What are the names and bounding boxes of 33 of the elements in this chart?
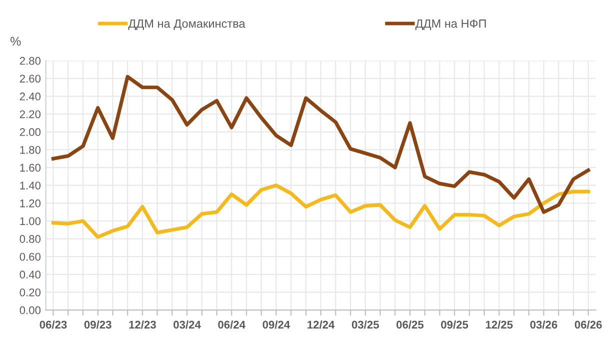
x-tick-label: 03/25 xyxy=(352,320,379,329)
y-tick-label: 2.00 xyxy=(20,128,41,136)
x-tick-label: 03/24 xyxy=(174,320,201,329)
y-tick-label: 0.80 xyxy=(20,235,41,243)
y-tick-label: 2.60 xyxy=(20,74,41,83)
y-tick-label: 2.20 xyxy=(20,110,41,118)
y-axis-title: % xyxy=(10,36,21,46)
y-tick-label: 2.80 xyxy=(20,56,41,65)
y-tick-label: 1.40 xyxy=(20,182,41,190)
y-tick-label: 0.20 xyxy=(20,288,41,296)
x-tick-label: 03/26 xyxy=(530,320,558,329)
legend-label: ДДМ на НФП xyxy=(415,19,486,30)
y-tick-label: 1.60 xyxy=(20,164,41,172)
y-tick-label: 1.20 xyxy=(20,199,41,208)
x-tick-label: 06/24 xyxy=(218,320,246,329)
line-series xyxy=(51,184,590,239)
x-tick-label: 06/26 xyxy=(574,320,602,329)
x-tick-label: 09/24 xyxy=(262,320,290,329)
y-tick-label: 1.80 xyxy=(20,146,41,154)
y-tick-label: 2.40 xyxy=(20,92,41,100)
x-tick-label: 12/23 xyxy=(129,320,156,329)
y-tick-label: 0.60 xyxy=(20,252,41,261)
line-series xyxy=(51,74,590,214)
x-tick-label: 12/24 xyxy=(308,320,335,329)
x-tick-label: 09/25 xyxy=(441,320,468,329)
x-tick-label: 06/23 xyxy=(40,320,67,329)
y-tick-label: 0.40 xyxy=(20,270,41,279)
x-tick-label: 12/25 xyxy=(486,320,513,329)
x-tick-label: 09/23 xyxy=(84,320,112,329)
y-tick-label: 0.00 xyxy=(20,306,41,314)
legend-label: ДДМ на Домакинства xyxy=(128,20,246,30)
x-tick-label: 06/25 xyxy=(396,320,424,329)
y-tick-label: 1.00 xyxy=(20,217,41,226)
